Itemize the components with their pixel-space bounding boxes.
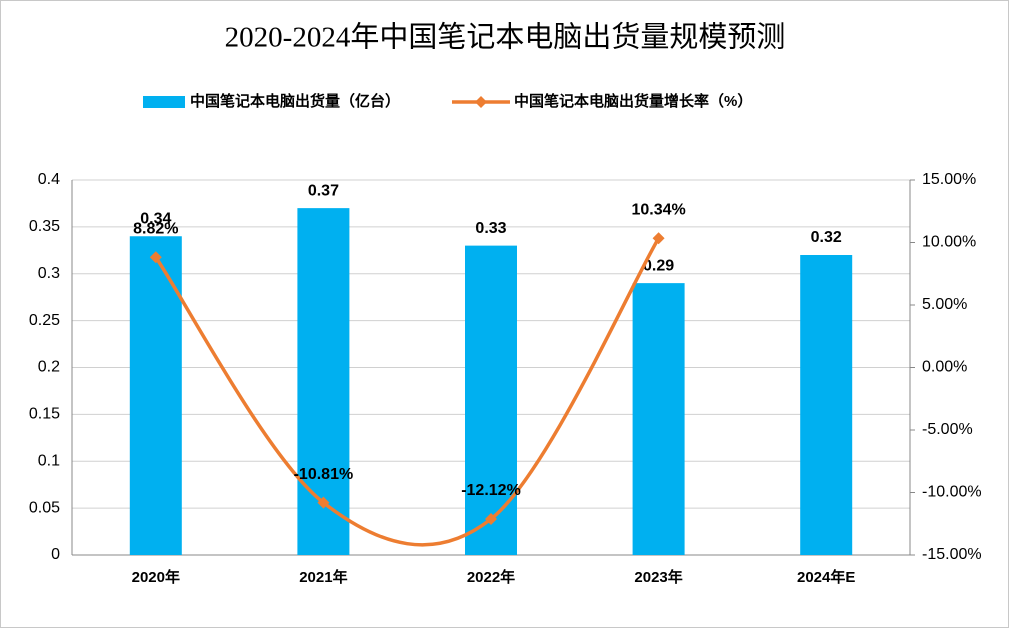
bar-label: 0.37 xyxy=(308,182,339,199)
y-tick-label: 0.2 xyxy=(38,359,60,376)
line-marker xyxy=(149,251,162,264)
legend-label: 中国笔记本电脑出货量（亿台） xyxy=(190,92,400,110)
y-tick-label: 0.3 xyxy=(38,265,60,282)
chart-title: 2020-2024年中国笔记本电脑出货量规模预测 xyxy=(225,21,786,54)
legend-swatch xyxy=(143,96,185,108)
bar-label: 0.32 xyxy=(811,229,842,246)
line-marker xyxy=(652,232,665,245)
line-label: 8.82% xyxy=(133,220,178,237)
x-tick-label: 2020年 xyxy=(132,568,180,586)
line-marker xyxy=(485,513,497,525)
x-tick-label: 2023年 xyxy=(634,568,682,586)
y-tick-label: 0 xyxy=(51,546,60,563)
x-tick-label: 2024年E xyxy=(797,568,855,586)
y2-tick-label: -10.00% xyxy=(922,484,982,501)
bar xyxy=(800,255,853,555)
y-tick-label: 0.25 xyxy=(29,312,60,329)
y-tick-label: 0.15 xyxy=(29,406,60,423)
bar-label: 0.29 xyxy=(643,257,674,274)
y2-tick-label: 10.00% xyxy=(922,234,976,251)
y2-tick-label: 0.00% xyxy=(922,359,967,376)
y-tick-label: 0.35 xyxy=(29,218,60,235)
legend-label: 中国笔记本电脑出货量增长率（%） xyxy=(514,92,752,110)
y2-tick-label: 15.00% xyxy=(922,171,976,188)
line-label: -10.81% xyxy=(294,466,354,483)
y2-tick-label: -15.00% xyxy=(922,546,982,563)
line-label: 10.34% xyxy=(631,201,685,218)
line-label: -12.12% xyxy=(461,482,521,499)
y2-tick-label: -5.00% xyxy=(922,421,973,438)
y-tick-label: 0.1 xyxy=(38,452,60,469)
bar xyxy=(129,236,182,555)
y-tick-label: 0.05 xyxy=(29,499,60,516)
legend-marker xyxy=(475,96,487,108)
bar xyxy=(632,283,685,555)
y2-tick-label: 5.00% xyxy=(922,296,967,313)
line-marker xyxy=(317,496,330,509)
x-tick-label: 2021年 xyxy=(299,568,347,586)
y-tick-label: 0.4 xyxy=(38,171,60,188)
x-tick-label: 2022年 xyxy=(467,568,515,586)
bar-label: 0.33 xyxy=(475,220,506,237)
line xyxy=(154,237,661,547)
bar-label: 0.34 xyxy=(140,210,171,227)
bar xyxy=(465,245,517,555)
